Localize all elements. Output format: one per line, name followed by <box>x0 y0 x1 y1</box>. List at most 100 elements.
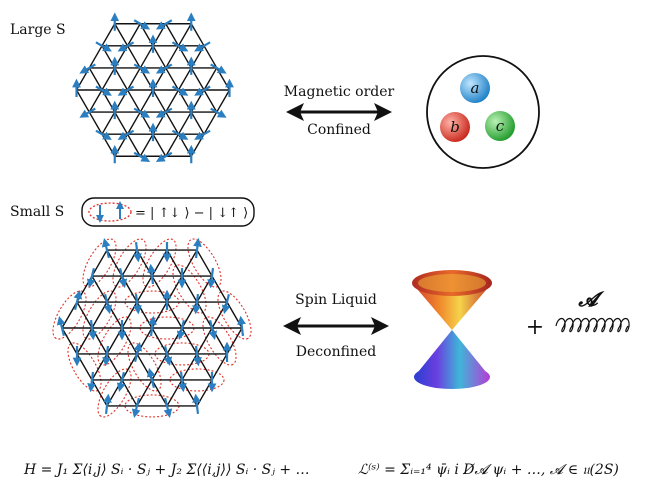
deconfined-label: Deconfined <box>296 344 376 360</box>
spinon-c-ball <box>485 111 515 141</box>
lattice-bond <box>121 379 138 407</box>
singlet-ellipse <box>97 368 132 418</box>
spin-arrow <box>194 129 211 140</box>
spin-arrow <box>103 393 112 415</box>
lattice-bond <box>166 301 183 329</box>
lattice-bond <box>75 89 90 113</box>
lattice-bond <box>226 327 243 355</box>
spin-arrow <box>101 238 111 259</box>
lattice-bond <box>203 67 218 91</box>
lattice-bond <box>76 353 93 381</box>
lattice-bond <box>106 379 123 407</box>
singlet-legend-box <box>81 197 255 227</box>
spin-arrow <box>210 63 227 74</box>
spin-arrow <box>178 371 187 393</box>
lattice-bond <box>165 133 180 157</box>
lattice-bond <box>203 45 218 69</box>
lattice-bond <box>211 301 228 329</box>
lattice-bond <box>106 301 123 329</box>
spin-arrow <box>79 107 96 118</box>
spin-arrow <box>193 237 202 259</box>
lattice-bond <box>126 67 141 91</box>
spin-arrow <box>131 397 141 418</box>
lattice-bond <box>121 327 138 355</box>
lattice-bond <box>211 327 228 355</box>
large-s-label: Large S <box>10 22 66 38</box>
lattice-bond <box>101 111 116 135</box>
spin-arrow <box>116 371 126 393</box>
spin-arrow <box>133 63 151 74</box>
spin-arrow <box>79 63 96 74</box>
spin-arrow <box>102 345 111 367</box>
spin-arrow <box>88 319 97 341</box>
singlet-ellipse <box>169 368 225 392</box>
gauge-field-gluon-line <box>555 317 630 333</box>
spin-arrow <box>155 19 173 30</box>
spin-arrow <box>208 319 218 341</box>
spin-arrow <box>155 151 173 162</box>
double-arrow-top <box>286 103 392 121</box>
lattice-bond <box>91 379 108 407</box>
lattice-bond <box>101 133 116 157</box>
lattice-bond <box>152 133 167 157</box>
spin-arrow <box>147 263 156 285</box>
spinon-b-ball <box>440 112 470 142</box>
spin-arrow <box>103 293 113 315</box>
lattice-bond <box>190 89 205 113</box>
lattice-bond <box>177 45 192 69</box>
lattice-bond <box>190 45 205 69</box>
lattice-bond <box>211 275 228 303</box>
lattice-bond <box>190 23 205 47</box>
lattice-bond <box>216 67 231 91</box>
lattice-bond <box>136 301 153 329</box>
lattice-bond <box>114 89 129 113</box>
spinon-b-label: b <box>450 118 460 136</box>
spin-arrow <box>118 268 128 289</box>
lattice-bond <box>151 249 168 277</box>
lattice-bond <box>106 353 123 381</box>
spin-arrow <box>148 315 157 337</box>
double-arrow-bottom <box>283 317 389 335</box>
lattice-bond <box>106 249 123 277</box>
lattice-bond <box>139 89 154 113</box>
lattice-bond <box>166 327 183 355</box>
lattice-bond <box>91 249 108 277</box>
lattice-bond <box>121 301 138 329</box>
lattice-bond <box>181 353 198 381</box>
spin-arrow <box>133 341 143 363</box>
singlet-ellipse <box>217 290 252 340</box>
lattice-bond <box>165 67 180 91</box>
lattice-bond <box>165 111 180 135</box>
spin-arrow <box>163 345 173 367</box>
lattice-bond <box>126 111 141 135</box>
lattice-bond <box>126 23 141 47</box>
lattice-bond <box>114 111 129 135</box>
lattice-bond <box>203 111 218 135</box>
singlet-formula: = | ↑↓ ⟩ − | ↓↑ ⟩ <box>135 206 248 221</box>
lattice-bond <box>139 45 154 69</box>
lattice-bond <box>151 327 168 355</box>
singlet-ellipse <box>52 290 87 340</box>
lattice-bond <box>136 353 153 381</box>
spin-arrow <box>95 85 112 96</box>
lattice-bond <box>91 301 108 329</box>
lattice-bond <box>190 133 205 157</box>
spin-arrow <box>210 107 227 118</box>
lattice-bond <box>152 111 167 135</box>
lagrangian-equation: ℒ⁽ˢ⁾ = Σᵢ₌₁⁴ ψ̄ᵢ i D̸𝓐 ψᵢ + …, 𝓐 ∈ 𝔲(2S) <box>358 462 619 478</box>
dirac-cone-icon <box>412 270 492 389</box>
lattice-bond <box>75 67 90 91</box>
spin-arrow <box>87 371 96 393</box>
lattice-bond <box>126 89 141 113</box>
lattice-bond <box>211 353 228 381</box>
lattice-bond <box>126 45 141 69</box>
spin-arrow <box>146 367 156 388</box>
lattice-bond <box>126 133 141 157</box>
bound-state-circle <box>426 55 540 169</box>
spin-arrow <box>95 41 112 52</box>
lattice-bond <box>136 249 153 277</box>
spin-arrow <box>192 293 201 315</box>
small-s-label: Small S <box>10 204 64 220</box>
lattice-bond <box>166 275 183 303</box>
